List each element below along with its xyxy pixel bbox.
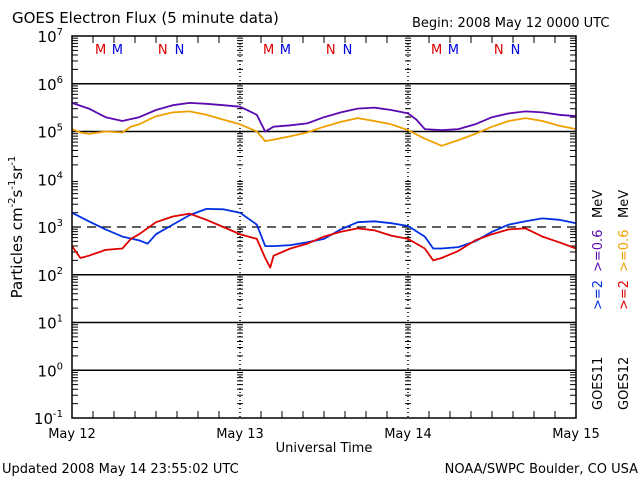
x-axis-label: Universal Time [276, 441, 373, 456]
legend-goes12-gt2: >=2 [617, 280, 632, 310]
plot-frame [71, 35, 577, 419]
y-tick-label: 106 [38, 75, 63, 94]
y-tick-label: 10-1 [34, 409, 63, 428]
y-tick-label-exponent: 2 [57, 266, 63, 277]
legend-goes11-satellite: GOES11 [591, 357, 606, 410]
y-tick-label-base: 10 [38, 315, 57, 333]
y-axis-label: Particles cm-2s-1sr-1 [7, 156, 26, 299]
series-line-goes12-0-6-mev [71, 110, 577, 147]
marker-n: N [158, 43, 168, 58]
y-tick-label-base: 10 [34, 410, 53, 428]
y-tick-label: 100 [38, 361, 63, 380]
y-tick-label-base: 10 [38, 219, 57, 237]
marker-m: M [448, 43, 459, 58]
legend: GOES11 >=2 >=0.6 MeV GOES12 >=2 >=0.6 Me… [591, 190, 632, 410]
legend-goes11-gt06: >=0.6 [591, 230, 606, 272]
y-tick-label: 107 [38, 27, 63, 46]
credit-text: NOAA/SWPC Boulder, CO USA [445, 462, 638, 477]
y-tick-label-base: 10 [38, 28, 57, 46]
svg-text:GOES11 >=2 >=0: GOES11 >=2 >=0.6 MeV [591, 190, 606, 410]
marker-n: N [343, 43, 353, 58]
y-tick-label: 102 [38, 266, 63, 285]
updated-timestamp: Updated 2008 May 14 23:55:02 UTC [2, 462, 239, 477]
y-tick-label: 104 [38, 170, 63, 189]
y-axis-label-base: Particles cm [8, 207, 26, 298]
begin-label: Begin: 2008 May 12 0000 UTC [412, 16, 609, 31]
x-tick-labels: May 12 May 13 May 14 May 15 [48, 427, 600, 442]
y-tick-label-exponent: 0 [57, 361, 63, 372]
x-tick-label: May 12 [48, 427, 96, 442]
y-tick-label-base: 10 [38, 267, 57, 285]
x-tick-label: May 13 [216, 427, 264, 442]
y-axis-label-exp1: -2 [7, 197, 18, 207]
legend-goes12-satellite: GOES12 [617, 357, 632, 410]
y-axis-label-exp2: -1 [7, 180, 18, 190]
y-tick-label-exponent: 5 [57, 123, 63, 134]
y-axis-label-sr: sr [8, 165, 26, 180]
series-line-goes11-0-6-mev [71, 102, 577, 133]
chart-title: GOES Electron Flux (5 minute data) [12, 9, 279, 27]
y-tick-label-exponent: 6 [57, 75, 63, 86]
series-line-goes12-2-mev [71, 212, 577, 269]
marker-m: M [280, 43, 291, 58]
series-lines [71, 102, 577, 269]
y-axis-label-exp3: -1 [7, 156, 18, 166]
marker-m: M [431, 43, 442, 58]
marker-m: M [263, 43, 274, 58]
svg-text:GOES12 >=2 >=0: GOES12 >=2 >=0.6 MeV [617, 190, 632, 410]
y-tick-label-base: 10 [38, 76, 57, 94]
y-tick-label: 105 [38, 123, 63, 142]
y-tick-label-exponent: -1 [53, 409, 63, 420]
legend-goes12-gt06: >=0.6 [617, 230, 632, 272]
marker-n: N [511, 43, 521, 58]
svg-text:Particles cm-2s-1sr-1: Particles cm-2s-1sr-1 [7, 156, 26, 299]
legend-goes12-unit: MeV [617, 190, 632, 218]
marker-m: M [95, 43, 106, 58]
y-tick-label: 103 [38, 218, 63, 237]
axis-ticks [72, 36, 576, 418]
y-tick-label-exponent: 7 [57, 27, 63, 38]
y-tick-label-exponent: 1 [57, 314, 63, 325]
legend-goes11-gt2: >=2 [591, 280, 606, 310]
y-axis-label-s: s [8, 189, 26, 197]
y-tick-label-exponent: 4 [57, 170, 63, 181]
x-tick-label: May 14 [384, 427, 432, 442]
y-tick-label-base: 10 [38, 124, 57, 142]
y-tick-label: 101 [38, 314, 63, 333]
marker-n: N [175, 43, 185, 58]
y-tick-label-base: 10 [38, 362, 57, 380]
y-tick-label-exponent: 3 [57, 218, 63, 229]
x-tick-label: May 15 [552, 427, 600, 442]
marker-m: M [112, 43, 123, 58]
legend-goes11-unit: MeV [591, 190, 606, 218]
marker-n: N [494, 43, 504, 58]
marker-n: N [326, 43, 336, 58]
gridlines [72, 36, 576, 418]
y-tick-label-base: 10 [38, 171, 57, 189]
